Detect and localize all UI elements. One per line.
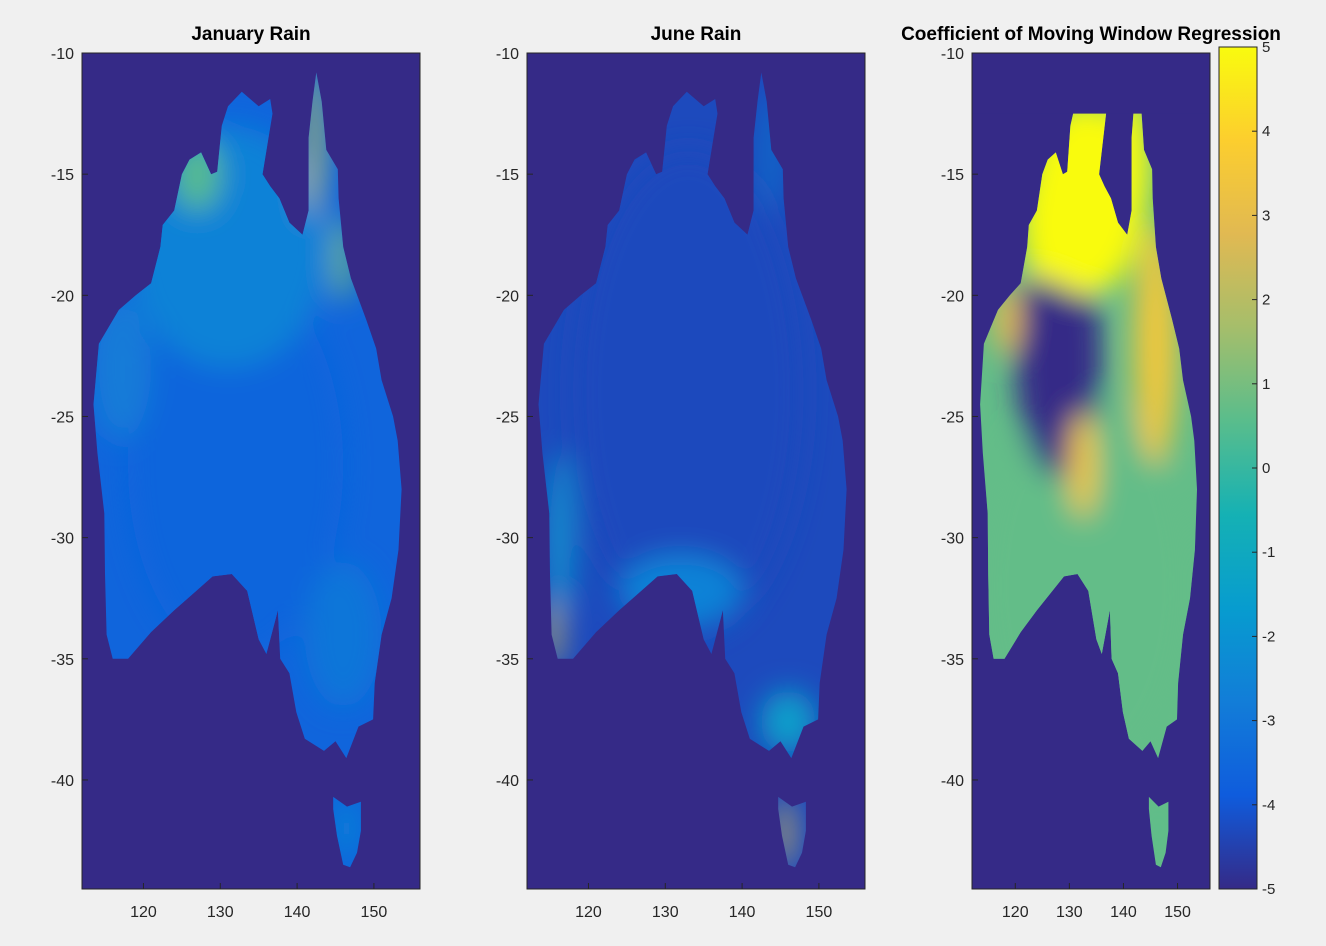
y-tick-label: -10 bbox=[496, 46, 519, 63]
y-axis: -10 -15 -20 -25 -30 -35 -40 bbox=[496, 46, 533, 790]
colorbar-tick-label: -5 bbox=[1262, 881, 1275, 898]
panel-january-rain: 120 130 140 150 -10 -15 -20 -25 -30 -35 -40 Janua… bbox=[51, 24, 421, 921]
x-axis: 120 130 140 150 bbox=[1002, 883, 1191, 921]
x-tick-label: 150 bbox=[361, 904, 388, 921]
region-tasmania bbox=[1151, 796, 1166, 860]
y-tick-label: -40 bbox=[496, 773, 519, 790]
y-tick-label: -40 bbox=[51, 773, 74, 790]
y-axis: -10 -15 -20 -25 -30 -35 -40 bbox=[51, 46, 88, 790]
y-tick-label: -15 bbox=[941, 167, 964, 184]
colorbar: 5 4 3 2 1 0 -1 -2 -3 -4 -5 bbox=[1218, 39, 1275, 898]
region-interior bbox=[573, 149, 804, 635]
x-tick-label: 120 bbox=[575, 904, 602, 921]
x-tick-label: 140 bbox=[1110, 904, 1137, 921]
y-tick-label: -30 bbox=[496, 531, 519, 548]
region-interior bbox=[128, 271, 344, 659]
region-south-west-coast bbox=[547, 452, 573, 623]
chart-title: Coefficient of Moving Window Regression bbox=[901, 24, 1281, 45]
masked-north bbox=[972, 53, 1210, 114]
colorbar-ticks: 5 4 3 2 1 0 -1 -2 -3 -4 -5 bbox=[1252, 39, 1275, 898]
panel-june-rain: 120 130 140 150 -10 -15 -20 -25 -30 -35 -40 June … bbox=[496, 24, 866, 921]
x-tick-label: 130 bbox=[207, 904, 234, 921]
x-tick-label: 120 bbox=[130, 904, 157, 921]
region-central-east-blob bbox=[1068, 411, 1097, 519]
y-tick-label: -30 bbox=[51, 531, 74, 548]
x-tick-label: 140 bbox=[284, 904, 311, 921]
y-tick-label: -25 bbox=[496, 409, 519, 426]
y-tick-label: -15 bbox=[51, 167, 74, 184]
colorbar-tick-label: 0 bbox=[1262, 460, 1270, 477]
chart-title: January Rain bbox=[191, 24, 310, 45]
y-tick-label: -10 bbox=[941, 46, 964, 63]
x-axis: 120 130 140 150 bbox=[575, 883, 832, 921]
axes-box bbox=[526, 52, 866, 890]
region-south-east bbox=[304, 561, 382, 708]
colorbar-tick-label: 3 bbox=[1262, 207, 1270, 224]
colorbar-tick-label: 5 bbox=[1262, 39, 1270, 56]
x-tick-label: 150 bbox=[806, 904, 833, 921]
colorbar-tick-label: 1 bbox=[1262, 376, 1270, 393]
region-tasmania bbox=[336, 796, 357, 860]
x-tick-label: 130 bbox=[1056, 904, 1083, 921]
y-tick-label: -25 bbox=[941, 409, 964, 426]
y-tick-label: -30 bbox=[941, 531, 964, 548]
y-tick-label: -15 bbox=[496, 167, 519, 184]
x-tick-label: 150 bbox=[1164, 904, 1191, 921]
y-tick-label: -25 bbox=[51, 409, 74, 426]
colorbar-tick-label: 2 bbox=[1262, 292, 1270, 309]
colorbar-gradient bbox=[1219, 47, 1257, 889]
colorbar-tick-label: -1 bbox=[1262, 544, 1275, 561]
x-tick-label: 140 bbox=[729, 904, 756, 921]
colorbar-tick-label: -4 bbox=[1262, 797, 1275, 814]
axes-box bbox=[971, 52, 1211, 890]
x-axis: 120 130 140 150 bbox=[130, 883, 387, 921]
x-tick-label: 130 bbox=[652, 904, 679, 921]
y-tick-label: -20 bbox=[51, 288, 74, 305]
x-tick-label: 120 bbox=[1002, 904, 1029, 921]
y-tick-label: -40 bbox=[941, 773, 964, 790]
y-axis: -10 -15 -20 -25 -30 -35 -40 bbox=[941, 46, 978, 790]
y-tick-label: -35 bbox=[496, 652, 519, 669]
colorbar-tick-label: -2 bbox=[1262, 628, 1275, 645]
colorbar-tick-label: -3 bbox=[1262, 713, 1275, 730]
panel-coefficient: 120 130 140 150 -10-15-20-25-30-35-40 Coeff… bbox=[901, 24, 1281, 921]
y-tick-label: -35 bbox=[941, 652, 964, 669]
axes-box bbox=[81, 52, 421, 890]
y-tick-label: -20 bbox=[941, 288, 964, 305]
colorbar-tick-label: 4 bbox=[1262, 123, 1270, 140]
chart-title: June Rain bbox=[651, 24, 742, 45]
y-tick-label: -20 bbox=[496, 288, 519, 305]
y-tick-label: -35 bbox=[51, 652, 74, 669]
y-tick-label: -10 bbox=[51, 46, 74, 63]
